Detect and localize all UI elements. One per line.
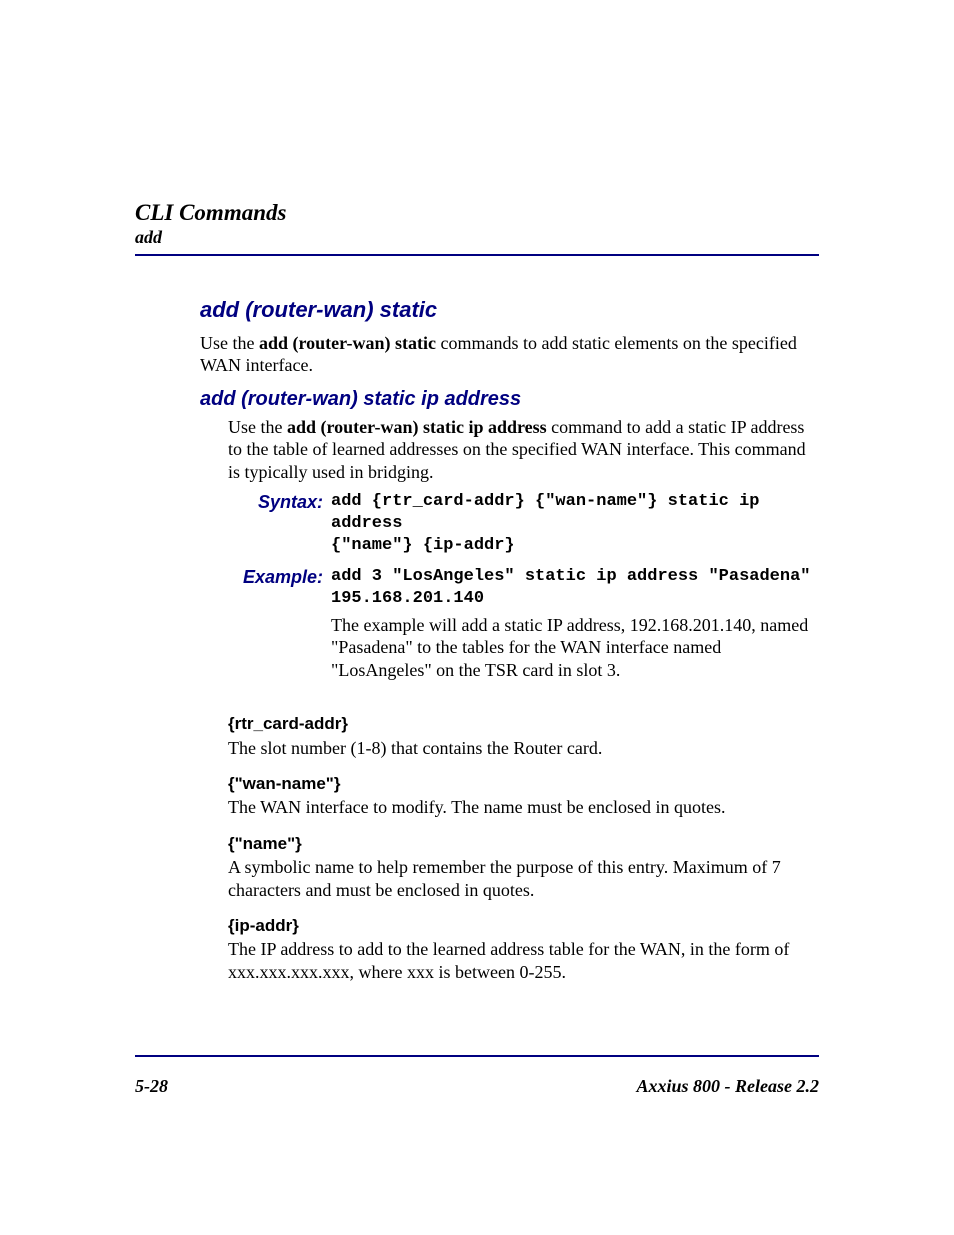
param-desc: A symbolic name to help remember the pur…: [228, 856, 819, 901]
code-line: add {rtr_card-addr} {"wan-name"} static …: [331, 491, 819, 535]
page-number: 5-28: [135, 1076, 168, 1097]
param-desc: The WAN interface to modify. The name mu…: [228, 796, 819, 819]
header-rule: [135, 254, 819, 256]
example-body: add 3 "LosAngeles" static ip address "Pa…: [331, 566, 819, 700]
sub-intro-paragraph: Use the add (router-wan) static ip addre…: [228, 416, 819, 484]
text: Use the: [200, 333, 259, 353]
heading-level-3: add (router-wan) static ip address: [200, 387, 819, 412]
example-block: Example: add 3 "LosAngeles" static ip ad…: [228, 566, 819, 700]
command-name-bold: add (router-wan) static: [259, 333, 436, 353]
param-name: {ip-addr}: [228, 915, 819, 936]
page: CLI Commands add add (router-wan) static…: [0, 0, 954, 1235]
code-line: {"name"} {ip-addr}: [331, 535, 819, 557]
text: Use the: [228, 417, 287, 437]
subsection-body: Use the add (router-wan) static ip addre…: [228, 416, 819, 983]
param-desc: The IP address to add to the learned add…: [228, 938, 819, 983]
intro-paragraph: Use the add (router-wan) static commands…: [200, 332, 819, 377]
running-header: CLI Commands add: [135, 200, 819, 256]
param-name: {rtr_card-addr}: [228, 713, 819, 734]
product-release: Axxius 800 - Release 2.2: [637, 1076, 820, 1097]
syntax-code: add {rtr_card-addr} {"wan-name"} static …: [331, 491, 819, 557]
syntax-block: Syntax: add {rtr_card-addr} {"wan-name"}…: [228, 491, 819, 557]
chapter-title: CLI Commands: [135, 200, 819, 225]
param-name: {"name"}: [228, 833, 819, 854]
running-footer: 5-28 Axxius 800 - Release 2.2: [135, 1076, 819, 1097]
footer-rule: [135, 1055, 819, 1057]
heading-level-2: add (router-wan) static: [200, 296, 819, 324]
command-name-bold: add (router-wan) static ip address: [287, 417, 547, 437]
content-area: add (router-wan) static Use the add (rou…: [200, 296, 819, 983]
code-line: add 3 "LosAngeles" static ip address "Pa…: [331, 566, 819, 588]
section-name: add: [135, 227, 819, 248]
syntax-label: Syntax:: [228, 491, 331, 557]
example-note: The example will add a static IP address…: [331, 614, 819, 682]
code-line: 195.168.201.140: [331, 588, 819, 610]
param-desc: The slot number (1-8) that contains the …: [228, 737, 819, 760]
param-name: {"wan-name"}: [228, 773, 819, 794]
example-label: Example:: [228, 566, 331, 700]
